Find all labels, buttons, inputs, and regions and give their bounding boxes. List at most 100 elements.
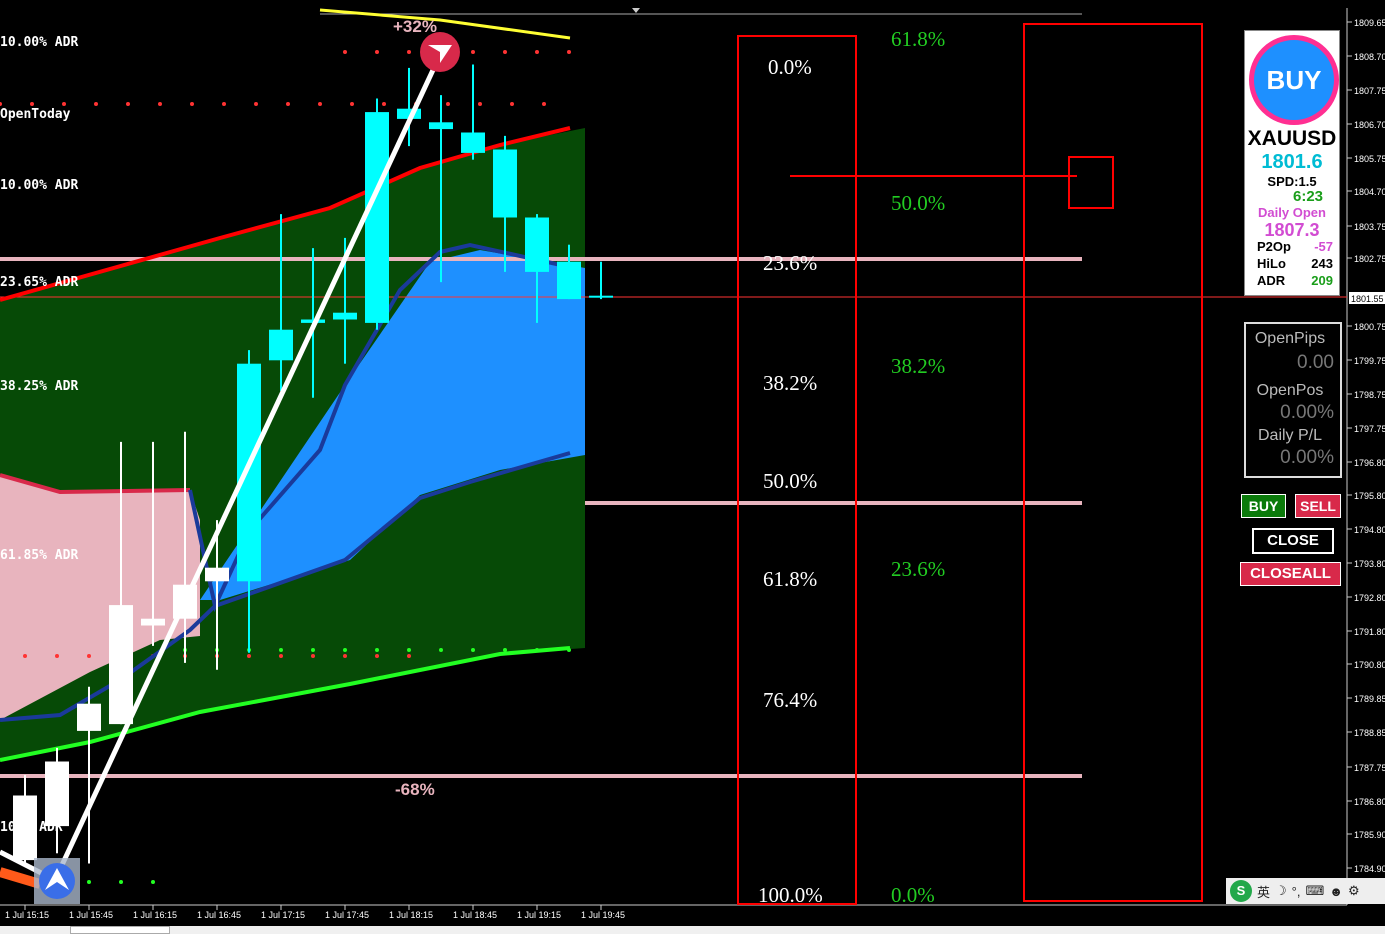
price-tick-label: 1803.75 (1354, 222, 1385, 232)
current-price-tag (1349, 292, 1385, 304)
sell-button[interactable]: SELL (1295, 494, 1341, 518)
price-tick-label: 1797.75 (1354, 424, 1385, 434)
price-tick-label: 1799.75 (1354, 356, 1385, 366)
red-dotted-level-low-dot (247, 654, 251, 658)
price-tick-label: 1787.75 (1354, 763, 1385, 773)
green-dotted-level-bottom-dot (119, 880, 123, 884)
candle-body (557, 261, 581, 300)
symbol-label: XAUUSD (1247, 127, 1337, 150)
red-dotted-level-open-dot (126, 102, 130, 106)
green-dotted-level-dot (471, 648, 475, 652)
time-tick-label: 1 Jul 18:45 (453, 910, 497, 920)
time-tick-label: 1 Jul 19:45 (581, 910, 625, 920)
candle (13, 775, 37, 864)
candle (109, 441, 133, 725)
daily-pl-value: 0.00% (1280, 447, 1334, 468)
red-dotted-level-low-dot (23, 654, 27, 658)
settings-icon[interactable]: ⚙ (1347, 883, 1360, 898)
price-tick-label: 1786.80 (1354, 797, 1385, 807)
close-button[interactable]: CLOSE (1252, 528, 1334, 554)
closeall-button[interactable]: CLOSEALL (1240, 562, 1341, 586)
start-arrow-icon (45, 868, 69, 890)
fib-right-label: 0.0% (891, 883, 935, 907)
candle-body (141, 618, 165, 626)
daily-open-value: 1807.3 (1264, 220, 1320, 240)
candle (269, 214, 293, 391)
candle-body (493, 149, 517, 218)
adr-value: 209 (1311, 273, 1333, 288)
fib-right-label: 61.8% (891, 27, 945, 51)
punctuation-icon[interactable]: °, (1291, 883, 1301, 899)
candle (141, 441, 165, 646)
buy-button[interactable]: BUY (1241, 494, 1286, 518)
adr-level-label: 23.65% ADR (0, 275, 78, 290)
price-tick-label: 1790.80 (1354, 660, 1385, 670)
red-dotted-level-top-dot (503, 50, 507, 54)
green-dotted-level-dot (407, 648, 411, 652)
candle-body (365, 112, 389, 323)
candle-body (109, 605, 133, 725)
candle-body (589, 295, 613, 298)
chart-tab[interactable] (70, 926, 170, 934)
candle (493, 135, 517, 272)
pct-top-label: +32% (393, 17, 437, 36)
account-panel: OpenPips 0.00 OpenPos 0.00% Daily P/L 0.… (1244, 322, 1342, 478)
red-dotted-level-open-dot (0, 102, 2, 106)
buy-circle-button[interactable]: BUY (1249, 35, 1339, 125)
red-dotted-level-top-dot (343, 50, 347, 54)
ime-logo-icon[interactable]: S (1230, 880, 1252, 902)
red-dotted-level-low-dot (55, 654, 59, 658)
time-tick-label: 1 Jul 16:15 (133, 910, 177, 920)
current-price: 1801.6 (1261, 151, 1323, 173)
lower-band-line (0, 646, 571, 762)
hilo-label: HiLo (1257, 256, 1286, 271)
hilo-value: 243 (1311, 256, 1333, 271)
candle (429, 95, 453, 283)
red-dotted-level-low-dot (343, 654, 347, 658)
price-tick-label: 1789.85 (1354, 694, 1385, 704)
adr-label: ADR (1257, 273, 1286, 288)
adr-level-label: 10.00% ADR (0, 178, 78, 193)
price-tick-label: 1792.80 (1354, 593, 1385, 603)
keyboard-icon[interactable]: ⌨ (1305, 883, 1325, 898)
red-dotted-level-open-dot (254, 102, 258, 106)
p2op-value: -57 (1314, 239, 1333, 254)
time-tick-label: 1 Jul 19:15 (517, 910, 561, 920)
green-dotted-level-bottom-dot (87, 880, 91, 884)
red-dotted-level-top-dot (375, 50, 379, 54)
moon-icon[interactable]: ☽ (1275, 883, 1287, 898)
time-tick-label: 1 Jul 15:45 (69, 910, 113, 920)
red-dotted-level-open-dot (318, 102, 322, 106)
adr-level-label: 61.85% ADR (0, 548, 78, 563)
adr-level-label: 10.00% ADR (0, 35, 78, 50)
price-tick-label: 1808.70 (1354, 52, 1385, 62)
candle-body (269, 329, 293, 361)
ime-tray[interactable]: S 英 ☽ °, ⌨ ☻ ⚙ (1226, 878, 1385, 904)
price-tick-label: 1795.80 (1354, 491, 1385, 501)
red-dotted-level-top-dot (471, 50, 475, 54)
red-dotted-level-low-dot (311, 654, 315, 658)
red-dotted-level-open-dot (478, 102, 482, 106)
open-pips-label: OpenPips (1254, 330, 1326, 347)
fib-left-label: 100.0% (758, 883, 823, 907)
red-dotted-level-open-dot (510, 102, 514, 106)
price-tick-label: 1809.65 (1354, 18, 1385, 28)
fib-left-label: 23.6% (763, 251, 817, 275)
symbol-info-panel: BUY XAUUSD 1801.6 SPD:1.5 6:23 Daily Ope… (1244, 30, 1340, 296)
candle-body (429, 122, 453, 130)
fib-target-box (1068, 156, 1114, 209)
user-icon[interactable]: ☻ (1329, 883, 1343, 899)
ime-language-label[interactable]: 英 (1257, 884, 1271, 900)
candle (365, 98, 389, 330)
price-tick-label: 1791.80 (1354, 627, 1385, 637)
red-dotted-level-open-dot (190, 102, 194, 106)
red-dotted-level-low-dot (407, 654, 411, 658)
green-dotted-level-dot (503, 648, 507, 652)
candle (237, 350, 261, 653)
price-tick-label: 1784.90 (1354, 864, 1385, 874)
adr-level-label: OpenToday (0, 107, 71, 122)
green-dotted-level-dot (343, 648, 347, 652)
candle (589, 261, 613, 300)
red-dotted-level-top-dot (567, 50, 571, 54)
